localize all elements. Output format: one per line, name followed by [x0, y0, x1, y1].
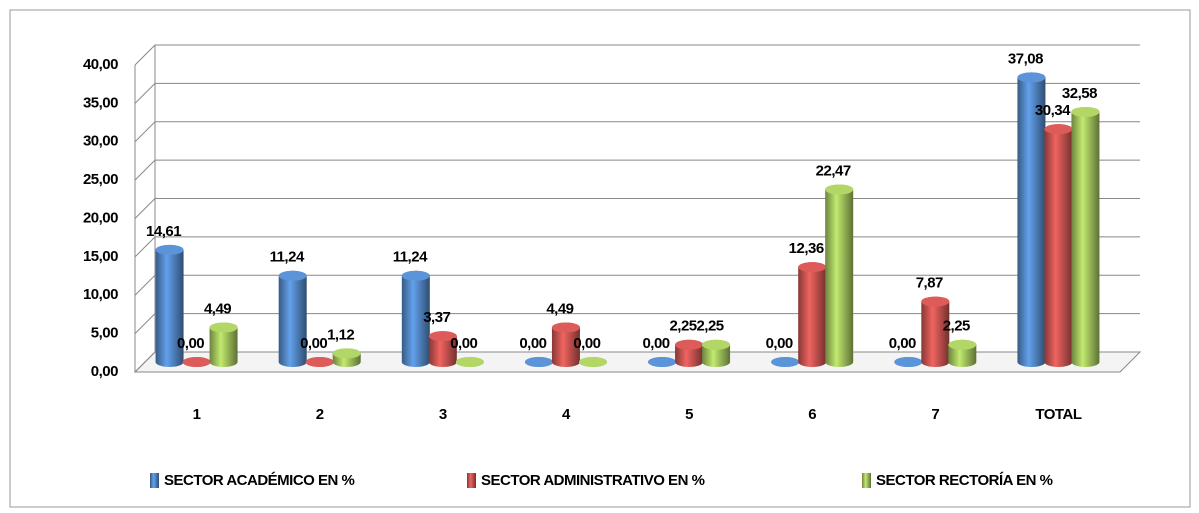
value-label: 0,00: [573, 335, 600, 352]
bar-top: [209, 322, 238, 333]
bar: [551, 322, 580, 367]
bar-top: [401, 270, 430, 281]
grid-line: [134, 198, 1140, 219]
value-label: 22,47: [816, 163, 851, 180]
value-label: 2,25: [696, 318, 723, 335]
bar-top: [894, 357, 923, 367]
bar-top: [948, 339, 977, 350]
value-label: 0,00: [519, 335, 546, 352]
bar: [278, 270, 307, 367]
x-tick-label: 7: [931, 406, 939, 423]
legend-label: SECTOR ACADÉMICO EN %: [164, 472, 355, 489]
value-label: 0,00: [766, 335, 793, 352]
value-label: 12,36: [789, 240, 824, 257]
value-label: 3,37: [423, 309, 450, 326]
x-tick-label: 5: [685, 406, 693, 423]
y-tick-label: 15,00: [83, 248, 118, 265]
chart-frame: [9, 9, 1191, 508]
value-label: 0,00: [889, 335, 916, 352]
legend-marker: [862, 473, 871, 488]
legend-marker: [150, 473, 159, 488]
x-tick-label: 3: [439, 406, 447, 423]
value-label: 2,25: [669, 318, 696, 335]
y-tick-label: 25,00: [83, 171, 118, 188]
x-tick-label: 2: [316, 406, 324, 423]
value-label: 0,00: [450, 335, 477, 352]
value-label: 0,00: [300, 335, 327, 352]
bar-top: [455, 357, 484, 367]
grid-line: [134, 236, 1140, 258]
bar-top: [332, 348, 361, 359]
bar-top: [825, 184, 854, 195]
value-label: 7,87: [916, 275, 943, 292]
value-label: 0,00: [177, 335, 204, 352]
bar: [401, 270, 430, 367]
bar-top: [578, 357, 607, 367]
x-tick-label: 4: [562, 406, 571, 423]
bar-top: [182, 357, 211, 367]
bar-top: [921, 296, 950, 307]
legend-label: SECTOR RECTORÍA EN %: [876, 472, 1053, 489]
x-tick-label: 6: [808, 406, 816, 423]
bar: [209, 322, 238, 367]
bar: [921, 296, 950, 367]
legend-label: SECTOR ADMINISTRATIVO EN %: [481, 472, 705, 489]
bar-top: [771, 357, 800, 367]
bar: [1071, 106, 1100, 368]
bar-top: [305, 357, 334, 367]
bar: [1044, 124, 1073, 367]
y-tick-label: 30,00: [83, 133, 118, 150]
bar: [798, 262, 827, 367]
grid-line: [134, 44, 1140, 66]
value-label: 32,58: [1062, 85, 1097, 102]
bar-top: [648, 357, 677, 367]
bar-top: [155, 244, 184, 255]
bar-top: [1071, 106, 1100, 117]
bar-top: [278, 270, 307, 281]
value-label: 0,00: [642, 335, 669, 352]
value-label: 4,49: [546, 301, 573, 318]
bar: [1017, 72, 1046, 367]
legend-marker: [467, 473, 476, 488]
grid-line: [134, 121, 1140, 143]
value-label: 14,61: [146, 223, 181, 240]
bar-top: [1044, 124, 1073, 135]
bar-top: [524, 357, 553, 367]
bar-top: [551, 322, 580, 333]
value-label: 2,25: [943, 318, 970, 335]
x-tick-label: TOTAL: [1035, 406, 1081, 423]
bar: [825, 184, 854, 367]
bar-top: [1017, 72, 1046, 83]
value-label: 37,08: [1008, 50, 1043, 67]
y-tick-label: 5,00: [91, 325, 118, 342]
value-label: 30,34: [1035, 102, 1071, 119]
x-tick-label: 1: [193, 406, 201, 423]
grid-line: [134, 159, 1140, 181]
grid-line: [134, 82, 1140, 104]
y-tick-label: 10,00: [83, 286, 118, 303]
bar: [155, 244, 184, 367]
y-tick-label: 20,00: [83, 209, 118, 226]
bar-top: [675, 339, 704, 350]
y-tick-label: 40,00: [83, 56, 118, 73]
value-label: 11,24: [393, 249, 428, 266]
value-label: 11,24: [270, 249, 305, 266]
value-label: 4,49: [204, 301, 231, 318]
bar-top: [798, 262, 827, 273]
y-tick-label: 35,00: [83, 94, 118, 111]
bar-top: [702, 339, 731, 350]
value-label: 1,12: [327, 326, 354, 343]
bar-top: [428, 331, 457, 342]
y-tick-label: 0,00: [91, 363, 118, 380]
